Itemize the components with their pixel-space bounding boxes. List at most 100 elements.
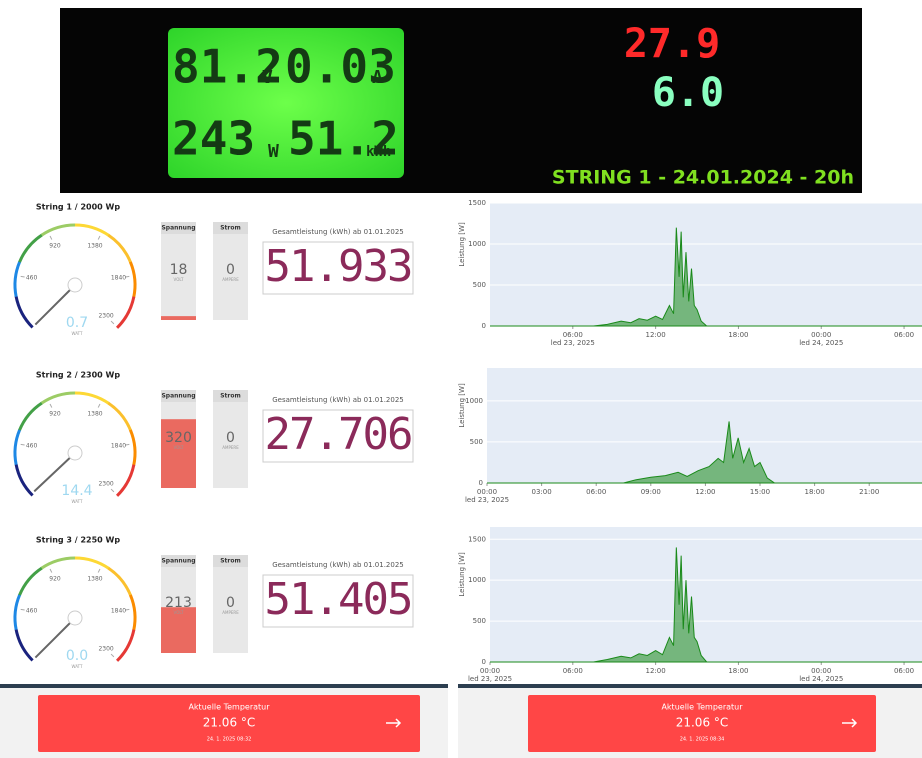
gauge-tick-label: 460 xyxy=(26,443,38,450)
y-axis-label: Leistung [W] xyxy=(458,222,466,267)
meter-head xyxy=(161,390,196,402)
string-title: String 3 / 2250 Wp xyxy=(36,536,120,545)
x-tick-label: 00:00 xyxy=(811,331,831,339)
x-tick-label: 09:00 xyxy=(641,488,661,496)
gauge-tick-label: 920 xyxy=(49,575,61,582)
gauge-tick xyxy=(110,488,115,493)
y-tick-label: 1000 xyxy=(468,240,486,248)
y-axis-label: Leistung [W] xyxy=(458,552,466,597)
gauge-needle xyxy=(34,284,76,326)
x-tick-label: 12:00 xyxy=(646,331,666,339)
lcd-unit: A xyxy=(372,67,383,88)
gauge-unit: WATT xyxy=(72,331,84,336)
gauge-arc xyxy=(13,593,22,630)
meter-fill xyxy=(161,419,196,488)
meter-head xyxy=(161,222,196,234)
total-box xyxy=(262,409,414,463)
gauge-tick xyxy=(125,443,130,446)
x-tick-label: 03:00 xyxy=(532,488,552,496)
x-tick-label: 12:00 xyxy=(646,667,666,675)
arrow-icon xyxy=(386,718,402,728)
x-date-label: led 23, 2025 xyxy=(468,675,512,683)
x-tick-label: 06:00 xyxy=(586,488,606,496)
gauge-tick-label: 1840 xyxy=(111,275,126,282)
lcd-energy: 51.2 xyxy=(288,112,399,166)
meter-head xyxy=(213,222,248,234)
y-tick-label: 0 xyxy=(482,322,486,330)
string-title: String 1 / 2000 Wp xyxy=(36,203,120,212)
meter-unit: AMPERE xyxy=(222,445,239,450)
lcd-power: 243 xyxy=(172,112,255,166)
temperature-card[interactable] xyxy=(38,695,420,752)
meter-bg xyxy=(213,555,248,653)
gauge-tick xyxy=(97,568,101,573)
meter-unit: AMPERE xyxy=(222,277,239,282)
x-tick-label: 06:00 xyxy=(563,667,583,675)
lcd-voltage: 81.2 xyxy=(172,40,283,94)
gauge-arc xyxy=(14,463,34,497)
gauge-tick xyxy=(110,320,115,325)
gauge-tick-label: 1380 xyxy=(87,410,102,417)
meter-value: 320 xyxy=(165,430,192,446)
meter-unit: VOLT xyxy=(174,277,184,282)
y-tick-label: 500 xyxy=(473,281,486,289)
meter-value: 0 xyxy=(226,595,235,611)
meter-bg xyxy=(213,222,248,320)
lcd-current: 0.03 xyxy=(285,40,396,94)
gauge-arc xyxy=(40,391,76,405)
gauge-tick xyxy=(20,608,25,611)
gauge-arc xyxy=(18,566,43,596)
total-box xyxy=(262,574,414,628)
y-tick-label: 500 xyxy=(470,438,483,446)
gauge-arc xyxy=(14,628,34,662)
gauge-tick-label: 1840 xyxy=(111,608,126,615)
meter-head xyxy=(161,555,196,567)
gauge-arc xyxy=(129,594,137,631)
x-date-label: led 24, 2025 xyxy=(799,675,843,683)
gauge-arc xyxy=(13,260,22,297)
meter-label: Strom xyxy=(220,393,241,400)
area-fill xyxy=(487,421,922,483)
gauge-tick xyxy=(110,653,115,658)
meter-unit: VOLT xyxy=(174,610,184,615)
gauge-arc xyxy=(13,428,22,465)
gauge-tick xyxy=(125,275,130,278)
gauge-tick-label: 2300 xyxy=(98,646,113,653)
total-value: 51.405 xyxy=(265,574,412,625)
gauge-value: 0.7 xyxy=(66,315,88,331)
gauge-tick-label: 2300 xyxy=(98,313,113,320)
x-tick-label: 06:00 xyxy=(894,667,914,675)
total-label: Gesamtleistung (kWh) ab 01.01.2025 xyxy=(272,561,404,569)
gauge-arc xyxy=(74,391,110,405)
total-label: Gesamtleistung (kWh) ab 01.01.2025 xyxy=(272,396,404,404)
y-axis-label: Leistung [W] xyxy=(458,383,466,428)
gauge-tick xyxy=(125,608,130,611)
plot-area xyxy=(490,527,922,662)
meter-value: 0 xyxy=(226,262,235,278)
gauge-arc xyxy=(115,296,136,329)
gauge-tick xyxy=(49,235,53,240)
gauge-arc xyxy=(129,261,137,298)
total-value: 51.933 xyxy=(265,241,412,292)
meter-unit: VOLT xyxy=(174,445,184,450)
total-value: 27.706 xyxy=(265,409,412,460)
total-box xyxy=(262,241,414,295)
gauge-needle xyxy=(33,452,76,493)
string-title: String 2 / 2300 Wp xyxy=(36,371,120,380)
gauge-arc xyxy=(74,223,110,237)
gauge-arc xyxy=(40,223,76,237)
x-tick-label: 00:00 xyxy=(480,667,500,675)
meter-fill xyxy=(161,607,196,653)
temperature-card[interactable] xyxy=(528,695,876,752)
y-tick-label: 500 xyxy=(473,617,486,625)
x-tick-label: 12:00 xyxy=(695,488,715,496)
x-tick-label: 18:00 xyxy=(728,667,748,675)
meter-label: Spannung xyxy=(161,558,195,565)
x-tick-label: 00:00 xyxy=(811,667,831,675)
gauge-arc xyxy=(40,556,76,570)
gauge-arc xyxy=(107,233,133,264)
area-line xyxy=(490,547,922,663)
x-tick-label: 21:00 xyxy=(859,488,879,496)
temperature-timestamp: 24. 1. 2025 08:34 xyxy=(680,737,725,743)
y-tick-label: 0 xyxy=(479,479,483,487)
